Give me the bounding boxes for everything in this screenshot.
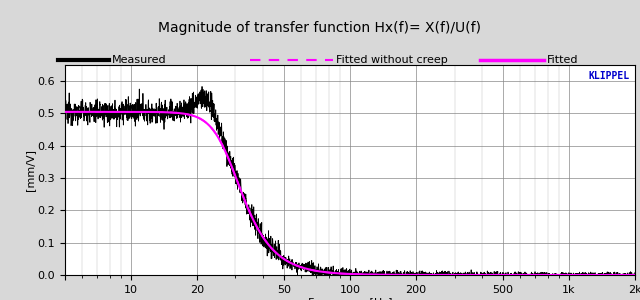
- Text: Measured: Measured: [112, 55, 166, 65]
- X-axis label: Frequency [Hz]: Frequency [Hz]: [308, 298, 392, 300]
- Text: KLIPPEL: KLIPPEL: [588, 71, 629, 81]
- Y-axis label: [mm/V]: [mm/V]: [25, 149, 35, 191]
- Text: Fitted without creep: Fitted without creep: [336, 55, 448, 65]
- Text: Magnitude of transfer function Hx(f)= X(f)/U(f): Magnitude of transfer function Hx(f)= X(…: [159, 21, 481, 35]
- Text: Fitted: Fitted: [547, 55, 579, 65]
